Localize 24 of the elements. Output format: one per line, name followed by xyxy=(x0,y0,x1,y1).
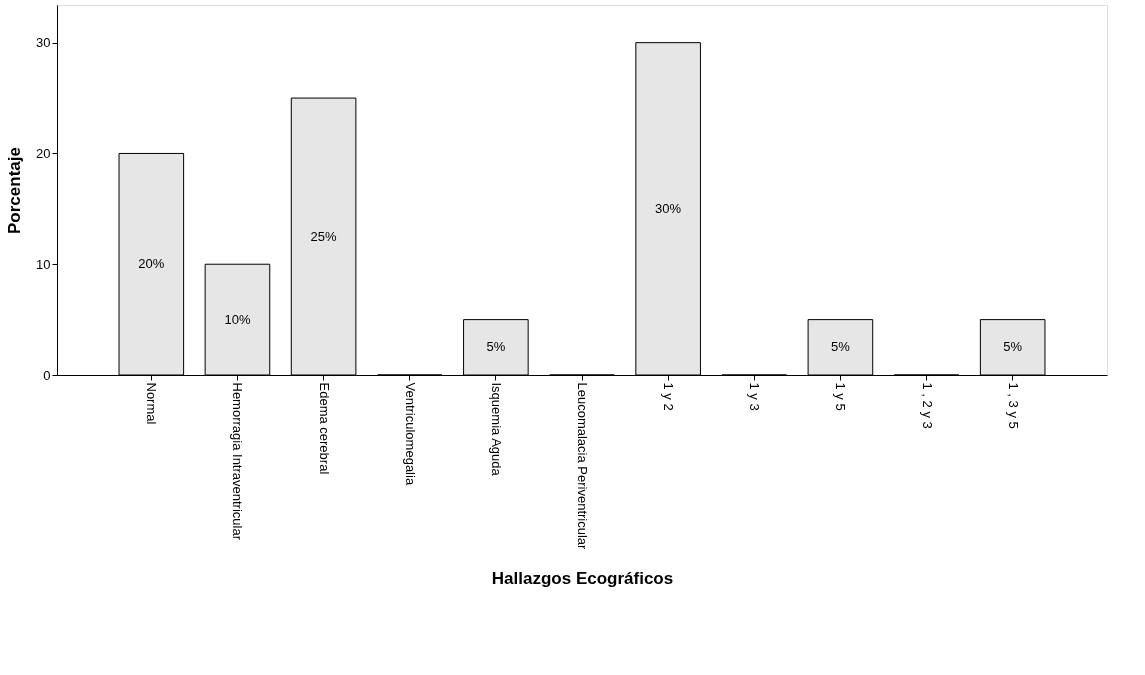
y-axis-title: Porcentaje xyxy=(5,147,25,234)
x-tick-label: 1 y 3 xyxy=(747,382,763,411)
x-tick-label: 1 , 2 y 3 xyxy=(919,382,935,429)
data-label: 20% xyxy=(138,256,165,272)
data-label: 30% xyxy=(655,200,682,216)
x-tick-label: 1 y 5 xyxy=(833,382,849,411)
x-tick-label: Hemorragia Intraventricular xyxy=(230,382,246,541)
y-tick-label: 30 xyxy=(36,35,51,51)
data-label: 5% xyxy=(831,339,851,355)
x-tick-label: Edema cerebral xyxy=(316,382,332,475)
data-label: 10% xyxy=(224,311,251,327)
y-tick-label: 0 xyxy=(43,367,51,383)
data-label: 25% xyxy=(310,228,338,244)
x-tick-label: 1 , 3 y 5 xyxy=(1005,382,1021,429)
data-label: 5% xyxy=(1003,339,1023,355)
y-tick-label: 10 xyxy=(36,256,51,272)
x-tick-label: 1 y 2 xyxy=(661,382,677,411)
x-tick-label: Ventriculomegalia xyxy=(402,382,418,486)
x-tick-label: Isquemia Aguda xyxy=(488,382,504,477)
x-axis-title: Hallazgos Ecográficos xyxy=(491,569,674,589)
x-tick-label: Normal xyxy=(144,382,160,425)
y-tick-label: 20 xyxy=(36,145,51,161)
x-tick-label: Leucomalacia Periventricular xyxy=(575,382,590,551)
data-label: 5% xyxy=(486,339,506,355)
